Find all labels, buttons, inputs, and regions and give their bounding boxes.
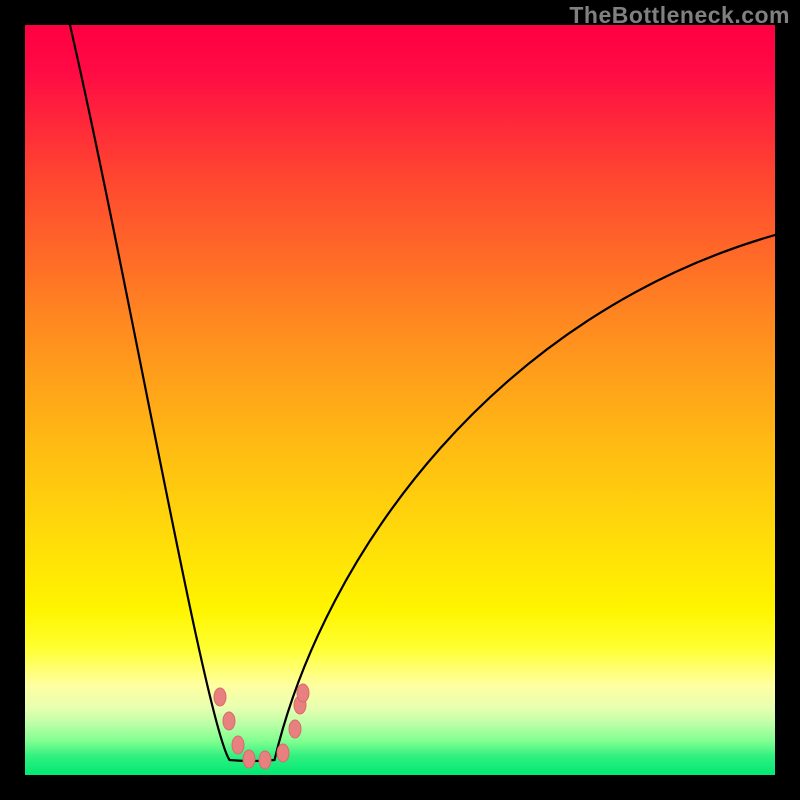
- curve-marker: [289, 720, 301, 738]
- curve-marker: [243, 750, 255, 768]
- curve-marker: [259, 751, 271, 769]
- curve-marker: [232, 736, 244, 754]
- curve-marker: [223, 712, 235, 730]
- curve-marker: [214, 688, 226, 706]
- plot-area: [25, 25, 775, 775]
- curve-marker: [297, 684, 309, 702]
- gradient-background: [25, 25, 775, 775]
- curve-marker: [277, 744, 289, 762]
- plot-svg: [25, 25, 775, 775]
